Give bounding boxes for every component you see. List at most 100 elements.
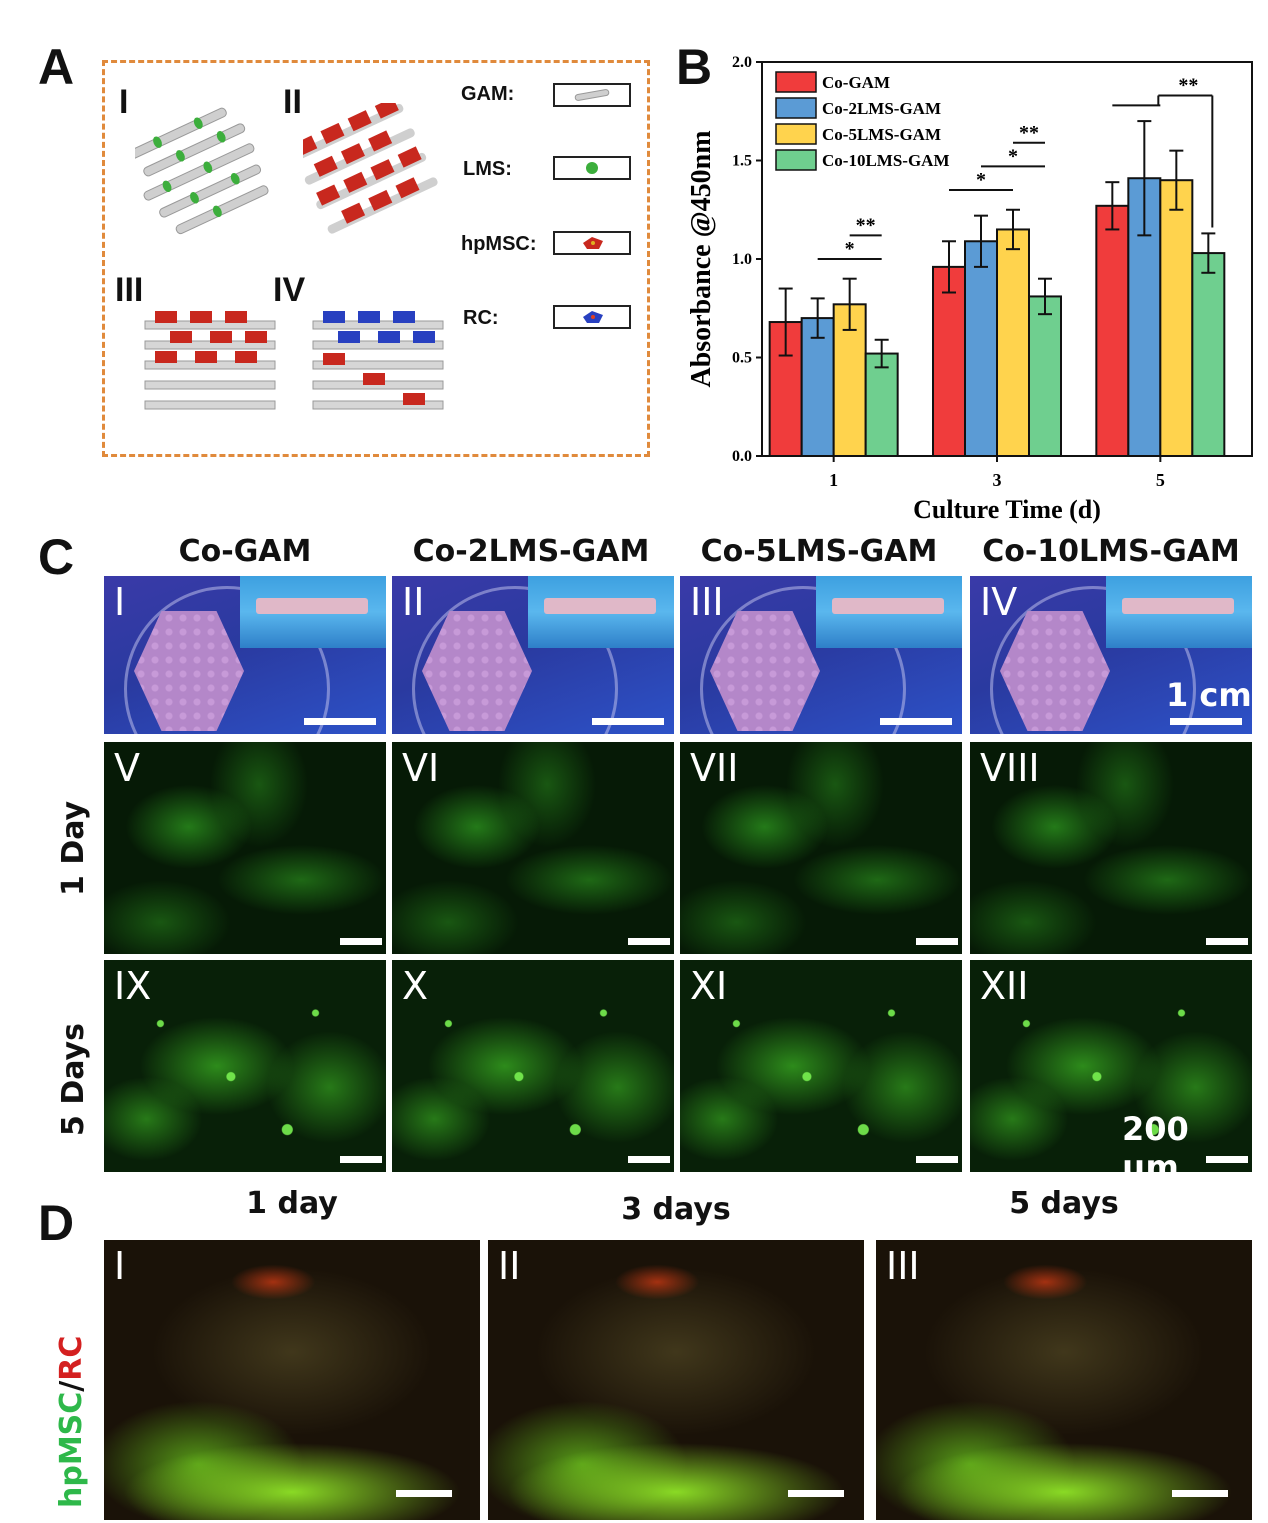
sig-label: * <box>1008 145 1018 167</box>
col-head-co-gam: Co-GAM <box>178 534 312 569</box>
scale-text-200um: 200 μm <box>1122 1110 1189 1172</box>
legend-label-gam: GAM: <box>461 83 515 105</box>
row-head-1-day: 1 Day <box>56 800 91 896</box>
bar <box>932 265 966 457</box>
col-head-3-days: 3 days <box>621 1192 731 1227</box>
image-label: XII <box>980 964 1029 1008</box>
scale-bar <box>628 938 670 945</box>
col-head-co-5lms-gam: Co-5LMS-GAM <box>700 534 938 569</box>
col-head-co-10lms-gam: Co-10LMS-GAM <box>982 534 1240 569</box>
y-tick-label: 1.0 <box>732 251 752 268</box>
image-label: II <box>402 580 425 624</box>
image-label: II <box>498 1244 521 1288</box>
scale-bar <box>1206 1156 1248 1163</box>
scale-bar <box>788 1490 844 1497</box>
merge-i: I <box>104 1240 480 1520</box>
merge-iii: III <box>876 1240 1252 1520</box>
sig-label: * <box>976 169 986 191</box>
schematic-ii <box>303 103 438 234</box>
legend-rc-icon <box>553 305 631 329</box>
y-axis-label: Absorbance @450nm <box>686 130 717 387</box>
y-tick-label: 0.0 <box>732 448 752 465</box>
scale-bar <box>340 938 382 945</box>
image-label: IV <box>980 580 1018 624</box>
legend-label-lms: LMS: <box>463 158 512 180</box>
panel-a-sub-label-2: II <box>283 83 302 121</box>
scale-bar <box>1172 1490 1228 1497</box>
legend-swatch <box>775 149 817 171</box>
panel-a-sub-label-3: III <box>115 271 144 309</box>
scale-bar <box>1206 938 1248 945</box>
ylabel-hpmsc: hpMSC <box>54 1391 89 1508</box>
scale-bar <box>628 1156 670 1163</box>
bar <box>864 352 899 457</box>
row-head-5-days: 5 Days <box>56 1023 91 1136</box>
bar <box>996 228 1030 457</box>
sig-label: ** <box>1019 122 1039 144</box>
image-label: XI <box>690 964 728 1008</box>
row-head-hpmsc-rc: hpMSC/RC <box>54 1336 89 1508</box>
scale-bar <box>880 718 952 725</box>
x-axis-label: Culture Time (d) <box>913 495 1101 524</box>
panel-a-sub-label-1: I <box>119 83 129 121</box>
legend-label: Co-2LMS-GAM <box>822 99 941 118</box>
bar <box>1159 179 1194 457</box>
scale-bar <box>1170 718 1242 725</box>
legend-label: Co-GAM <box>822 73 890 92</box>
scale-bar <box>304 718 376 725</box>
bar <box>964 240 998 457</box>
schematic-iii <box>144 311 276 410</box>
scale-bar <box>340 1156 382 1163</box>
legend-label-hpmsc: hpMSC: <box>461 233 537 255</box>
panel-a-sub-label-4: IV <box>273 271 306 309</box>
image-label: I <box>114 580 126 624</box>
legend-hpmsc-icon <box>553 231 631 255</box>
bar <box>1095 204 1130 457</box>
schematic-i <box>135 107 269 235</box>
sig-label: ** <box>856 214 876 236</box>
legend-swatch <box>775 123 817 145</box>
scale-text-1cm: 1 cm <box>1166 676 1252 714</box>
image-label: III <box>690 580 724 624</box>
fluor-ix: IX <box>104 960 386 1172</box>
x-tick-label: 1 <box>829 470 838 490</box>
scale-bar <box>396 1490 452 1497</box>
scale-bar <box>916 938 958 945</box>
bar <box>1028 295 1062 457</box>
y-tick-label: 0.5 <box>732 350 752 367</box>
x-tick-label: 3 <box>993 470 1002 490</box>
scale-bar <box>592 718 664 725</box>
bar <box>1191 252 1226 457</box>
fluor-v: V <box>104 742 386 954</box>
y-tick-label: 1.5 <box>732 153 752 170</box>
merge-ii: II <box>488 1240 864 1520</box>
image-label: X <box>402 964 429 1008</box>
fluor-vii: VII <box>680 742 962 954</box>
ylabel-rc: RC <box>54 1335 89 1381</box>
legend-swatch <box>775 97 817 119</box>
photo-ii: II <box>392 576 674 734</box>
panel-c-letter: C <box>38 529 75 585</box>
scale-bar <box>916 1156 958 1163</box>
legend-label: Co-5LMS-GAM <box>822 125 941 144</box>
legend-lms-icon <box>553 156 631 180</box>
panel-d-letter: D <box>38 1195 75 1251</box>
bar <box>800 317 835 457</box>
image-label: III <box>886 1244 920 1288</box>
fluor-xii: XII 200 μm <box>970 960 1252 1172</box>
y-tick-label: 2.0 <box>732 54 752 71</box>
image-label: VII <box>690 746 739 790</box>
legend-label-rc: RC: <box>463 307 499 329</box>
photo-iii: III <box>680 576 962 734</box>
legend-swatch <box>775 71 817 93</box>
fluor-x: X <box>392 960 674 1172</box>
fluor-vi: VI <box>392 742 674 954</box>
image-label: VI <box>402 746 440 790</box>
panel-a-letter: A <box>38 39 75 95</box>
legend-gam-icon <box>553 83 631 107</box>
photo-iv: IV 1 cm <box>970 576 1252 734</box>
col-head-1-day: 1 day <box>246 1186 338 1221</box>
col-head-co-2lms-gam: Co-2LMS-GAM <box>412 534 650 569</box>
photo-i: I <box>104 576 386 734</box>
image-label: VIII <box>980 746 1040 790</box>
